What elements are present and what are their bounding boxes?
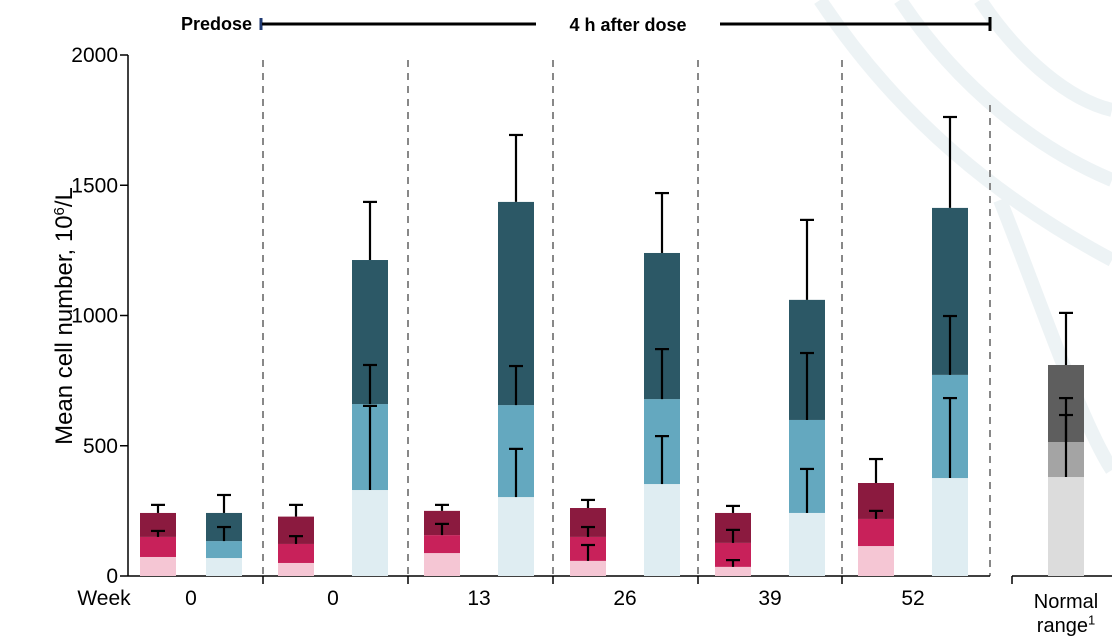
error-bar — [289, 535, 303, 544]
error-bar — [943, 396, 957, 479]
error-bar — [581, 498, 595, 509]
bar-segment — [424, 553, 460, 576]
x-tick-label: 0 — [185, 587, 197, 610]
error-bar — [363, 363, 377, 405]
error-bar — [726, 528, 740, 543]
error-bar — [1059, 311, 1073, 365]
bar-segment — [206, 558, 242, 576]
background-decoration — [814, 0, 1112, 474]
error-bar — [726, 559, 740, 567]
bar-segment — [715, 566, 751, 576]
bar-segment — [498, 497, 534, 576]
bar-segment — [140, 512, 176, 537]
bar-segment — [1048, 477, 1084, 576]
y-tick-label: 500 — [83, 435, 118, 458]
error-bar — [943, 115, 957, 208]
x-tick-label: 0 — [327, 587, 339, 610]
error-bar — [289, 503, 303, 517]
bar-segment — [570, 560, 606, 576]
bar-segment — [424, 535, 460, 554]
error-bar — [581, 525, 595, 537]
x-tick-label: 39 — [758, 587, 781, 610]
x-axis-label: Week — [77, 587, 131, 610]
y-tick-label: 0 — [106, 565, 118, 588]
error-bar — [655, 435, 669, 485]
bar-segment — [278, 543, 314, 563]
predose-label: Predose — [181, 14, 252, 34]
y-axis-label-unit: /L — [51, 187, 78, 207]
error-bar — [1059, 396, 1073, 443]
error-bar — [800, 218, 814, 300]
error-bar — [655, 348, 669, 400]
error-bar — [435, 522, 449, 536]
error-bar — [151, 529, 165, 537]
x-tick-label: 52 — [901, 587, 924, 610]
error-bar — [217, 493, 231, 513]
y-axis-label-sup: 6 — [51, 207, 68, 215]
error-bar — [363, 200, 377, 261]
x-tick-label: 13 — [467, 587, 490, 610]
normal-range-text: Normal range — [1033, 591, 1099, 637]
bar-segment — [352, 490, 388, 576]
separators — [262, 60, 991, 576]
footnote-mark: 1 — [1087, 612, 1096, 628]
normal-range-label: Normal range1 — [1020, 590, 1112, 638]
error-bar — [655, 191, 669, 253]
error-bar — [509, 447, 523, 498]
error-bar — [869, 457, 883, 484]
y-tick-label: 1000 — [71, 305, 118, 328]
error-bar — [726, 504, 740, 513]
y-tick-label: 1500 — [71, 174, 118, 197]
bar-segment — [140, 556, 176, 576]
bar-segment — [789, 512, 825, 576]
bar-segment — [206, 541, 242, 559]
bar-segment — [140, 536, 176, 557]
annotation-bg — [536, 12, 720, 38]
bar-segment — [932, 478, 968, 576]
y-tick-label: 2000 — [71, 44, 118, 67]
error-bar — [581, 543, 595, 561]
error-bar — [363, 404, 377, 491]
bar-segment — [715, 542, 751, 567]
error-bar — [800, 467, 814, 513]
error-bar — [509, 133, 523, 202]
error-bar — [943, 314, 957, 375]
bar-segment — [278, 562, 314, 576]
y-axis-label-main: Mean cell number, 10 — [51, 215, 78, 444]
x-tick-label: 26 — [613, 587, 636, 610]
error-bar — [800, 351, 814, 420]
bar-segment — [644, 484, 680, 576]
error-bar — [435, 503, 449, 511]
error-bar — [509, 364, 523, 406]
y-axis-label: Mean cell number, 106/L — [51, 187, 79, 445]
bar-segment — [858, 546, 894, 576]
error-bar — [217, 525, 231, 542]
error-bar — [151, 503, 165, 513]
bar-segment — [858, 518, 894, 547]
error-bar — [869, 509, 883, 519]
after-dose-label: 4 h after dose — [569, 15, 686, 35]
